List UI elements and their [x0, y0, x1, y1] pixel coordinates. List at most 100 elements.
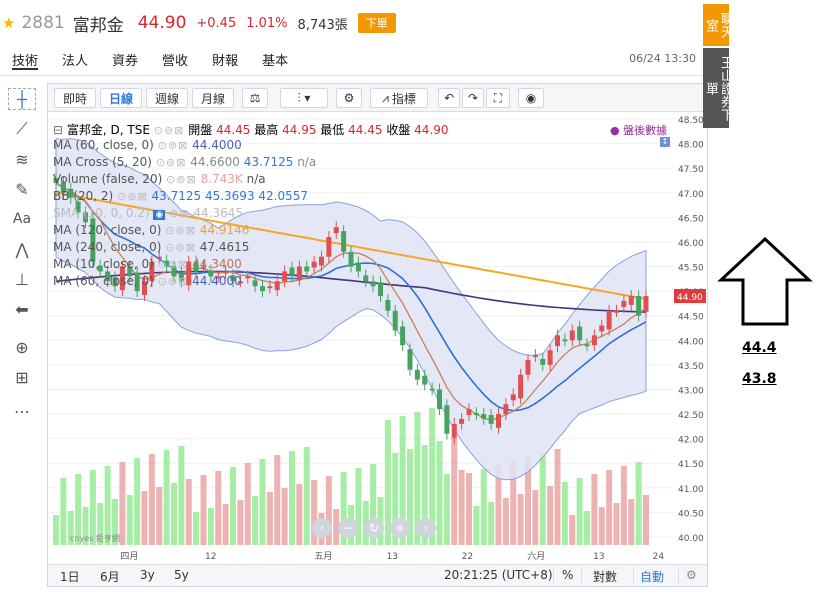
zoom-out-icon[interactable]: − — [338, 518, 358, 538]
candle — [451, 423, 457, 438]
tab-revenue[interactable]: 營收 — [162, 54, 189, 69]
volume-bar — [134, 458, 141, 545]
crosshair-icon[interactable]: ┼ — [8, 88, 36, 110]
legend-volume: Volume (false, 20) ⊙⊚⊠ 8.743K n/a — [53, 172, 266, 189]
candle — [201, 266, 206, 269]
compare-icon[interactable]: ⚖ — [242, 88, 268, 108]
after-hours-label: 盤後數據 — [623, 124, 668, 137]
tab-technical[interactable]: 技術 — [12, 48, 39, 70]
scroll-right-icon[interactable]: › — [416, 518, 436, 538]
trend-line-icon[interactable]: ⟋ — [16, 119, 28, 138]
legend-controls-icon[interactable]: ⊙⊚⊠ — [157, 275, 189, 288]
reset-icon[interactable]: ↻ — [364, 518, 384, 538]
candle — [414, 369, 420, 380]
candle — [319, 256, 324, 266]
candle — [363, 275, 369, 282]
watermark: cnyes 鉅亨網 — [70, 533, 120, 543]
legend-controls-icon[interactable]: ⊙⊚⊠ — [157, 139, 189, 152]
legend-controls-icon[interactable]: ⊙⊚⊠ — [157, 258, 189, 271]
tab-margin[interactable]: 資券 — [112, 54, 139, 69]
legend-controls-icon[interactable]: ⊙⊚⊠ — [155, 156, 187, 169]
legend-controls-icon[interactable]: ⊚⊠ — [169, 207, 190, 220]
volume-value: 8.743K — [200, 172, 243, 186]
monthly-button[interactable]: 月線 — [192, 88, 234, 108]
volume-bar — [495, 465, 502, 545]
y-tick-label: 46.50 — [678, 214, 704, 224]
tab-financials[interactable]: 財報 — [212, 54, 239, 69]
range-6m[interactable]: 6月 — [100, 570, 120, 584]
legend-controls-icon[interactable]: ⊙⊚⊠ — [165, 241, 196, 254]
undo-icon[interactable]: ↶ — [438, 88, 460, 108]
camera-icon[interactable]: ◉ — [518, 88, 544, 108]
settings-icon[interactable]: ⚙ — [336, 88, 362, 108]
broker-order-tab[interactable]: 玉山證券下單 — [703, 48, 733, 128]
volume-bar — [613, 503, 620, 545]
volume-bar — [554, 449, 561, 545]
range-1d[interactable]: 1日 — [60, 570, 80, 584]
pattern-icon[interactable]: ⋀ — [15, 239, 29, 259]
log-toggle[interactable]: 對數 — [593, 570, 618, 584]
volume-bar — [628, 499, 635, 545]
legend-controls-icon[interactable]: ⊙⊚⊠ — [117, 190, 148, 203]
more-icon[interactable]: ⋯ — [14, 401, 30, 421]
legend-ohlc: ⊟ 富邦金, D, TSE ⊙⊚⊠ 開盤 44.45 最高 44.95 最低 4… — [53, 121, 449, 138]
last-price: 44.90 — [137, 13, 187, 33]
volume-bar — [370, 464, 377, 545]
settings-icon[interactable]: ⚙ — [686, 568, 697, 582]
zoom-in-icon[interactable]: + — [390, 518, 410, 538]
arrow-left-icon[interactable]: ⬅ — [15, 299, 29, 319]
volume-bar — [75, 474, 82, 545]
redo-icon[interactable]: ↷ — [462, 88, 484, 108]
legend-macross: MA Cross (5, 20) ⊙⊚⊠ 44.6600 43.7125 n/a — [53, 155, 316, 172]
volume-bar — [510, 461, 517, 545]
candle — [274, 281, 280, 291]
candle — [282, 271, 288, 282]
legend-controls-icon[interactable]: ⊙⊚⊠ — [165, 224, 196, 237]
tab-institutional[interactable]: 法人 — [62, 54, 89, 69]
volume-bar — [148, 454, 155, 545]
zoom-icon[interactable]: ⊕ — [15, 337, 29, 357]
legend-ma10: MA (10, close, 0) ⊙⊚⊠ 44.3400 — [53, 257, 242, 274]
brush-icon[interactable]: ✎ — [15, 179, 29, 199]
y-tick-label: 47.00 — [678, 190, 704, 200]
candle — [378, 282, 383, 297]
price-axis[interactable]: 48.5048.0047.5047.0046.5046.0045.5045.00… — [674, 113, 708, 563]
volume-bar — [414, 412, 421, 545]
visibility-toggle-icon[interactable]: ◉ — [153, 210, 166, 220]
close-value: 44.90 — [414, 123, 449, 137]
collapse-icon[interactable]: ⊟ — [53, 123, 64, 137]
legend-controls-icon[interactable]: ⊙⊚⊠ — [153, 124, 185, 137]
volume-bar — [502, 498, 509, 545]
candle — [569, 330, 575, 341]
scroll-icon[interactable]: ↕ — [660, 137, 670, 147]
candle — [326, 237, 332, 257]
fibonacci-icon[interactable]: ≋ — [15, 149, 29, 169]
after-hours-link[interactable]: ● 盤後數據 — [610, 124, 668, 137]
chart-type-dropdown[interactable]: ⫶ ▾ — [280, 88, 328, 108]
candle — [503, 404, 509, 415]
chatroom-tab[interactable]: 聊天室 — [703, 4, 733, 46]
x-tick-label: 24 — [653, 552, 665, 562]
scroll-left-icon[interactable]: ‹ — [312, 518, 332, 538]
auto-scale-toggle[interactable]: 自動 — [640, 570, 665, 584]
text-tool-icon[interactable]: Aa — [12, 211, 32, 227]
candle — [555, 335, 560, 347]
daily-button[interactable]: 日線 — [100, 88, 142, 108]
price-chart[interactable]: 四月 12 五月 13 22 六月 13 24 cnyes 鉅亨網 — [48, 113, 674, 563]
volume-bar — [421, 445, 428, 545]
percent-toggle[interactable]: % — [562, 568, 574, 582]
legend-controls-icon[interactable]: ⊙⊚⊠ — [166, 173, 197, 186]
candle — [68, 188, 74, 198]
favorite-star-icon[interactable]: ★ — [2, 14, 16, 32]
range-5y[interactable]: 5y — [174, 568, 189, 582]
intraday-button[interactable]: 即時 — [54, 88, 96, 108]
tab-basic[interactable]: 基本 — [262, 54, 289, 69]
fullscreen-icon[interactable]: ⛶ — [486, 88, 510, 108]
volume-bar — [67, 511, 74, 545]
indicators-button[interactable]: ⩘ 指標 — [370, 88, 428, 108]
measure-icon[interactable]: ⊥ — [15, 269, 29, 289]
order-button[interactable]: 下單 — [357, 13, 396, 33]
weekly-button[interactable]: 週線 — [146, 88, 188, 108]
range-3y[interactable]: 3y — [140, 568, 155, 582]
ruler-icon[interactable]: ⊞ — [15, 367, 29, 387]
